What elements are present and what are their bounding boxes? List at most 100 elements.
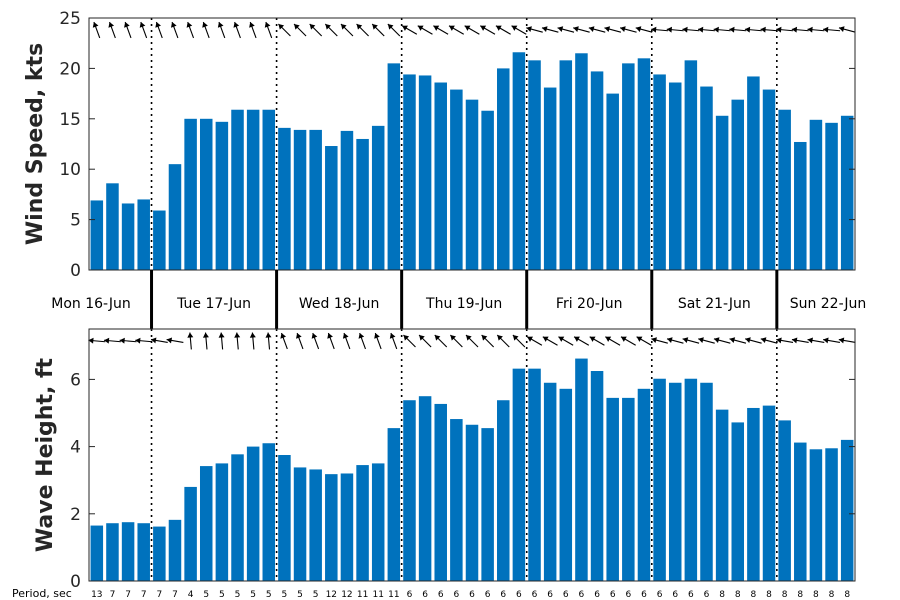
direction-arrow bbox=[124, 21, 132, 39]
direction-arrow bbox=[512, 334, 526, 348]
bar bbox=[387, 63, 401, 270]
period-value: 8 bbox=[735, 590, 741, 600]
period-value: 8 bbox=[797, 590, 803, 600]
direction-arrow bbox=[604, 26, 622, 33]
direction-arrow bbox=[791, 26, 809, 33]
bar bbox=[747, 76, 760, 271]
period-value: 12 bbox=[326, 590, 337, 600]
bar bbox=[700, 382, 713, 581]
bar bbox=[418, 396, 432, 581]
period-value: 6 bbox=[438, 590, 444, 600]
bar bbox=[731, 422, 745, 581]
direction-arrow bbox=[311, 332, 320, 350]
direction-arrow bbox=[296, 332, 304, 350]
bar bbox=[168, 519, 182, 581]
period-value: 8 bbox=[813, 590, 819, 600]
period-value: 6 bbox=[704, 590, 710, 600]
y-tick-label: 4 bbox=[70, 438, 81, 458]
direction-arrow bbox=[807, 337, 825, 344]
bar bbox=[168, 164, 182, 270]
direction-arrow bbox=[448, 25, 465, 35]
direction-arrow bbox=[666, 26, 684, 33]
period-value: 11 bbox=[388, 590, 399, 600]
bar bbox=[794, 442, 807, 581]
direction-arrow bbox=[371, 23, 385, 37]
direction-arrow bbox=[619, 26, 637, 33]
period-value: 6 bbox=[500, 590, 506, 600]
direction-arrow bbox=[620, 336, 636, 346]
bar bbox=[559, 388, 573, 581]
bar bbox=[747, 407, 760, 581]
direction-arrow bbox=[697, 26, 716, 33]
direction-arrow bbox=[823, 337, 841, 344]
period-value: 6 bbox=[407, 590, 413, 600]
bar bbox=[543, 382, 557, 581]
bar bbox=[309, 129, 322, 270]
day-label: Sat 21-Jun bbox=[678, 296, 751, 312]
bar bbox=[715, 115, 729, 270]
bar bbox=[684, 378, 698, 581]
y-tick-label: 15 bbox=[59, 110, 81, 130]
bar bbox=[668, 382, 682, 581]
direction-arrow bbox=[449, 334, 463, 348]
direction-arrow bbox=[542, 336, 558, 346]
direction-arrow bbox=[186, 21, 195, 39]
direction-arrow bbox=[139, 21, 148, 39]
bar bbox=[371, 125, 385, 270]
period-value: 7 bbox=[125, 590, 131, 600]
direction-arrow bbox=[495, 25, 511, 35]
period-value: 7 bbox=[141, 590, 147, 600]
direction-arrow bbox=[324, 23, 338, 37]
bar bbox=[278, 455, 291, 581]
y-axis-label: Wind Speed, kts bbox=[23, 43, 48, 245]
direction-arrow bbox=[170, 21, 179, 39]
direction-arrow bbox=[218, 332, 225, 350]
direction-arrow bbox=[713, 337, 731, 344]
bar bbox=[715, 409, 729, 581]
direction-arrow bbox=[573, 336, 590, 346]
bar bbox=[434, 403, 447, 581]
period-value: 8 bbox=[829, 590, 835, 600]
y-tick-label: 5 bbox=[70, 211, 81, 231]
bar bbox=[293, 467, 307, 581]
bar bbox=[809, 449, 823, 581]
bar bbox=[356, 465, 369, 581]
bar bbox=[497, 68, 510, 271]
direction-arrow bbox=[150, 337, 168, 344]
bar bbox=[465, 424, 479, 581]
direction-arrow bbox=[187, 332, 194, 350]
bar bbox=[325, 474, 338, 581]
bar bbox=[340, 130, 354, 270]
direction-arrow bbox=[403, 334, 416, 348]
period-value: 5 bbox=[297, 590, 303, 600]
direction-arrow bbox=[558, 336, 574, 346]
direction-arrow bbox=[358, 332, 366, 350]
period-value: 6 bbox=[532, 590, 538, 600]
bar bbox=[575, 53, 588, 270]
direction-arrow bbox=[651, 26, 669, 33]
direction-arrow bbox=[433, 25, 449, 35]
bar bbox=[653, 378, 666, 581]
y-tick-label: 0 bbox=[70, 261, 81, 281]
wave-height-panel: 0 2 4 6 Wave Height, ft bbox=[33, 328, 856, 592]
period-value: 7 bbox=[110, 590, 116, 600]
direction-arrow bbox=[745, 337, 762, 344]
bar bbox=[262, 109, 276, 270]
period-value: 6 bbox=[516, 590, 522, 600]
y-axis-label: Wave Height, ft bbox=[33, 357, 58, 552]
bar bbox=[184, 486, 197, 581]
bar bbox=[137, 523, 150, 581]
bar bbox=[606, 397, 619, 581]
direction-arrow bbox=[635, 26, 653, 33]
bar bbox=[246, 446, 260, 581]
bar bbox=[418, 75, 432, 271]
bar bbox=[825, 122, 838, 270]
direction-arrow bbox=[573, 26, 590, 33]
direction-arrow bbox=[760, 26, 778, 33]
bar bbox=[371, 463, 385, 581]
bar bbox=[575, 358, 588, 581]
bar bbox=[481, 428, 494, 581]
direction-arrow bbox=[838, 26, 856, 33]
bar bbox=[231, 109, 244, 270]
